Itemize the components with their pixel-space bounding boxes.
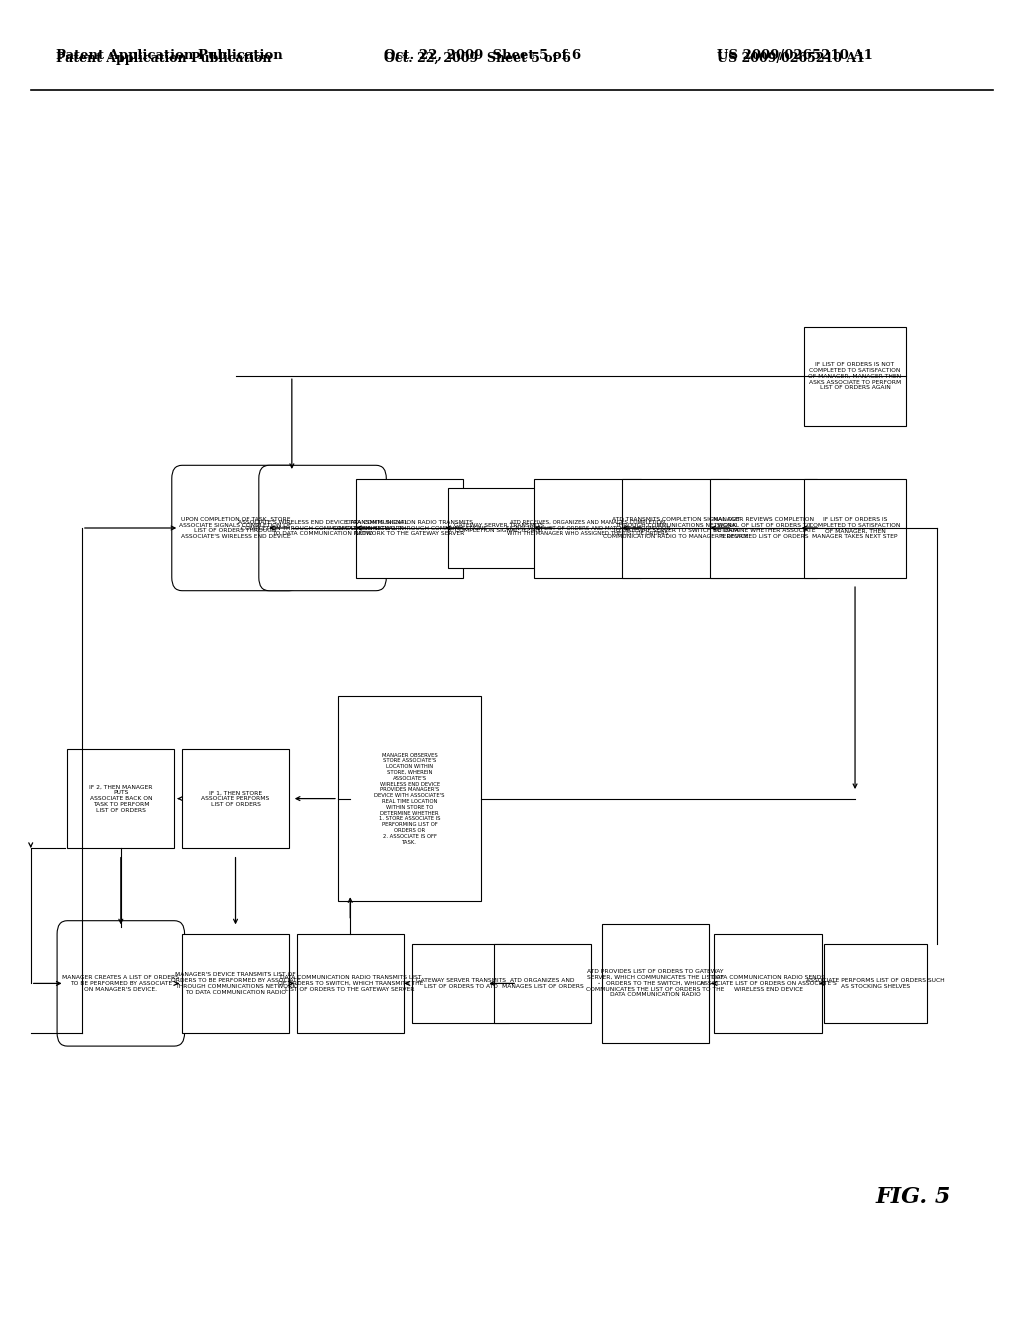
FancyBboxPatch shape <box>57 921 184 1045</box>
Text: GATEWAY SERVER TRANSMITS
LIST OF ORDERS TO ATD: GATEWAY SERVER TRANSMITS LIST OF ORDERS … <box>416 978 506 989</box>
Bar <box>602 924 709 1043</box>
Text: ASSOCIATE PERFORMS LIST OF ORDERS SUCH
AS STOCKING SHELVES: ASSOCIATE PERFORMS LIST OF ORDERS SUCH A… <box>806 978 945 989</box>
Bar <box>804 479 906 578</box>
Text: ATD TRANSMITS COMPLETION SIGNAL OUT
THROUGH COMMUNICATIONS NETWORK
TO GATEWAY SE: ATD TRANSMITS COMPLETION SIGNAL OUT THRO… <box>603 517 749 539</box>
Text: MANAGER REVIEWS COMPLETION
SIGNAL OF LIST OF ORDERS TO
DETERMINE WHETHER ASSOCIA: MANAGER REVIEWS COMPLETION SIGNAL OF LIS… <box>713 517 815 539</box>
Bar <box>804 327 906 425</box>
Text: DATA COMMUNICATION RADIO TRANSMITS LIST
OF ORDERS TO SWITCH, WHICH TRANSMITS THE: DATA COMMUNICATION RADIO TRANSMITS LIST … <box>278 975 423 991</box>
Text: ASSOCIATE'S WIRELESS END DEVICE TRANSMITS SIGNAL
COMPLETION THROUGH COMMUNICATIO: ASSOCIATE'S WIRELESS END DEVICE TRANSMIT… <box>238 520 408 536</box>
FancyBboxPatch shape <box>172 466 299 591</box>
Bar <box>338 697 481 900</box>
Text: MANAGER OBSERVES
STORE ASSOCIATE'S
LOCATION WITHIN
STORE, WHEREIN
ASSOCIATE'S
WI: MANAGER OBSERVES STORE ASSOCIATE'S LOCAT… <box>375 752 444 845</box>
Text: FIG. 5: FIG. 5 <box>876 1185 951 1208</box>
Text: MANAGER'S DEVICE TRANSMITS LIST OF
ORDERS TO BE PERFORMED BY ASSOCIATE
THROUGH C: MANAGER'S DEVICE TRANSMITS LIST OF ORDER… <box>171 973 300 994</box>
Bar <box>824 944 927 1023</box>
Bar <box>412 944 510 1023</box>
Text: Oct. 22, 2009  Sheet 5 of 6: Oct. 22, 2009 Sheet 5 of 6 <box>384 49 582 62</box>
Bar <box>535 479 641 578</box>
Bar <box>182 748 289 847</box>
Bar <box>356 479 463 578</box>
Text: DATA COMMUNICATION RADIO TRANSMITS
COMPLETION SIGNAL THROUGH COMMUNICATIONS
NETW: DATA COMMUNICATION RADIO TRANSMITS COMPL… <box>333 520 486 536</box>
Bar <box>623 479 729 578</box>
Bar <box>182 935 289 1032</box>
Text: UPON COMPLETION OF TASK, STORE
ASSOCIATE SIGNALS COMPLETION OF
LIST OF ORDERS TH: UPON COMPLETION OF TASK, STORE ASSOCIATE… <box>179 517 292 539</box>
Bar <box>447 488 550 568</box>
Text: ATD PROVIDES LIST OF ORDERS TO GATEWAY
SERVER, WHICH COMMUNICATES THE LIST OF
OR: ATD PROVIDES LIST OF ORDERS TO GATEWAY S… <box>586 969 725 998</box>
Text: US 2009/0265210 A1: US 2009/0265210 A1 <box>717 49 872 62</box>
FancyBboxPatch shape <box>259 466 386 591</box>
Text: ATD ORGANIZES AND
MANAGES LIST OF ORDERS: ATD ORGANIZES AND MANAGES LIST OF ORDERS <box>502 978 584 989</box>
Text: IF 2, THEN MANAGER
PUTS
ASSOCIATE BACK ON
TASK TO PERFORM
LIST OF ORDERS: IF 2, THEN MANAGER PUTS ASSOCIATE BACK O… <box>89 784 153 813</box>
Bar <box>297 935 403 1032</box>
Text: Patent Application Publication: Patent Application Publication <box>56 49 283 62</box>
Text: Oct. 22, 2009  Sheet 5 of 6: Oct. 22, 2009 Sheet 5 of 6 <box>384 51 570 65</box>
Text: ATD RECEIVES, ORGANIZES AND MANAGES COMPLETION
SIGNAL WITH LIST OF ORDERS AND MA: ATD RECEIVES, ORGANIZES AND MANAGES COMP… <box>506 520 670 536</box>
Text: DATA COMMUNICATION RADIO SENDS
ASSOCIATE LIST OF ORDERS ON ASSOCIATE'S
WIRELESS : DATA COMMUNICATION RADIO SENDS ASSOCIATE… <box>699 975 837 991</box>
Text: IF 1, THEN STORE
ASSOCIATE PERFORMS
LIST OF ORDERS: IF 1, THEN STORE ASSOCIATE PERFORMS LIST… <box>202 791 269 807</box>
Text: MANAGER CREATES A LIST OF ORDERS
TO BE PERFORMED BY ASSOCIATE
ON MANAGER'S DEVIC: MANAGER CREATES A LIST OF ORDERS TO BE P… <box>62 975 179 991</box>
Bar <box>715 935 821 1032</box>
Text: IF LIST OF ORDERS IS
COMPLETED TO SATISFACTION
OF MANAGER, THEN
MANAGER TAKES NE: IF LIST OF ORDERS IS COMPLETED TO SATISF… <box>809 517 901 539</box>
Bar <box>68 748 174 847</box>
Text: GATEWAY SERVER TRANSMITS
COMPLETION SIGNAL TO ATD: GATEWAY SERVER TRANSMITS COMPLETION SIGN… <box>454 523 544 533</box>
Text: IF LIST OF ORDERS IS NOT
COMPLETED TO SATISFACTION
OF MANAGER, MANAGER THEN
ASKS: IF LIST OF ORDERS IS NOT COMPLETED TO SA… <box>809 362 901 391</box>
Text: US 2009/0265210 A1: US 2009/0265210 A1 <box>717 51 864 65</box>
Bar <box>495 944 592 1023</box>
Text: Patent Application Publication: Patent Application Publication <box>56 51 271 65</box>
Bar <box>711 479 817 578</box>
